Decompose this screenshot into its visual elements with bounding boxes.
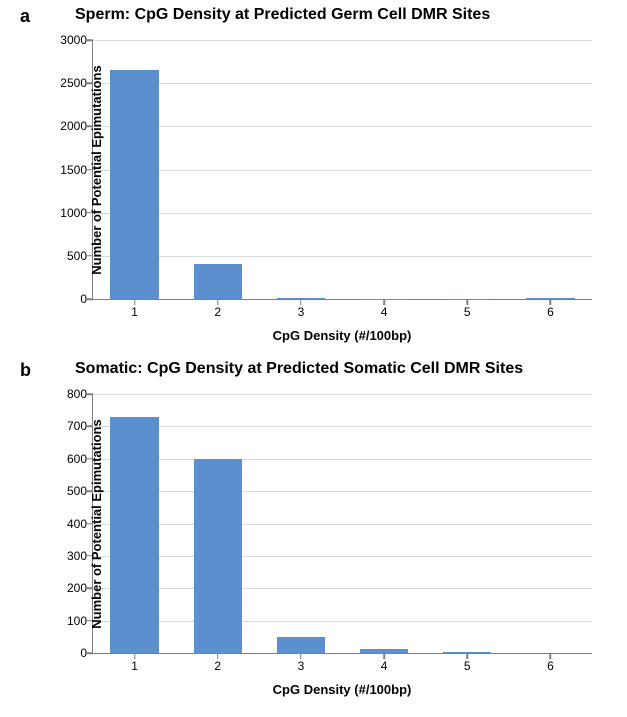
- ytick-label: 600: [67, 452, 87, 466]
- xtick-mark: [134, 653, 136, 659]
- ytick-label: 2000: [60, 119, 87, 133]
- xtick-label: 5: [464, 305, 471, 319]
- ytick-label: 3000: [60, 33, 87, 47]
- y-axis-label-a: Number of Potential Epimutations: [89, 65, 104, 274]
- bar: [277, 637, 325, 653]
- xtick-mark: [217, 653, 219, 659]
- y-axis-label-b: Number of Potential Epimutations: [89, 419, 104, 628]
- xtick-label: 1: [131, 659, 138, 673]
- xtick-label: 3: [298, 305, 305, 319]
- xtick-label: 3: [298, 659, 305, 673]
- xtick-mark: [467, 653, 469, 659]
- gridline: [93, 491, 592, 492]
- xtick-label: 4: [381, 659, 388, 673]
- gridline: [93, 588, 592, 589]
- x-axis-label-b: CpG Density (#/100bp): [273, 682, 412, 697]
- xtick-mark: [217, 299, 219, 305]
- bar: [110, 70, 158, 299]
- ytick-label: 800: [67, 387, 87, 401]
- gridline: [93, 170, 592, 171]
- xtick-mark: [383, 299, 385, 305]
- xtick-label: 5: [464, 659, 471, 673]
- xtick-mark: [134, 299, 136, 305]
- gridline: [93, 459, 592, 460]
- xtick-mark: [550, 299, 552, 305]
- xtick-mark: [300, 299, 302, 305]
- plot-area-b: 0100200300400500600700800123456: [92, 394, 592, 654]
- bar: [194, 459, 242, 653]
- gridline: [93, 426, 592, 427]
- ytick-label: 700: [67, 419, 87, 433]
- ytick-label: 400: [67, 517, 87, 531]
- xtick-mark: [300, 653, 302, 659]
- chart-a: 050010001500200025003000123456 Number of…: [92, 40, 592, 300]
- ytick-mark: [87, 652, 93, 654]
- panel-letter-b: b: [20, 360, 31, 381]
- gridline: [93, 621, 592, 622]
- gridline: [93, 256, 592, 257]
- ytick-label: 0: [80, 646, 87, 660]
- x-axis-label-a: CpG Density (#/100bp): [273, 328, 412, 343]
- xtick-mark: [550, 653, 552, 659]
- xtick-label: 2: [214, 659, 221, 673]
- ytick-label: 500: [67, 484, 87, 498]
- plot-area-a: 050010001500200025003000123456: [92, 40, 592, 300]
- ytick-label: 1500: [60, 163, 87, 177]
- xtick-label: 4: [381, 305, 388, 319]
- figure-root: a Sperm: CpG Density at Predicted Germ C…: [0, 0, 627, 717]
- gridline: [93, 126, 592, 127]
- xtick-label: 2: [214, 305, 221, 319]
- ytick-mark: [87, 39, 93, 41]
- ytick-label: 200: [67, 581, 87, 595]
- ytick-label: 500: [67, 249, 87, 263]
- ytick-label: 300: [67, 549, 87, 563]
- panel-b: b Somatic: CpG Density at Predicted Soma…: [20, 360, 610, 710]
- ytick-label: 100: [67, 614, 87, 628]
- gridline: [93, 394, 592, 395]
- gridline: [93, 213, 592, 214]
- ytick-label: 2500: [60, 76, 87, 90]
- panel-letter-a: a: [20, 6, 30, 27]
- gridline: [93, 40, 592, 41]
- ytick-mark: [87, 298, 93, 300]
- xtick-label: 6: [547, 659, 554, 673]
- gridline: [93, 83, 592, 84]
- xtick-label: 1: [131, 305, 138, 319]
- ytick-label: 1000: [60, 206, 87, 220]
- bar: [194, 264, 242, 299]
- gridline: [93, 524, 592, 525]
- ytick-mark: [87, 393, 93, 395]
- xtick-label: 6: [547, 305, 554, 319]
- panel-a: a Sperm: CpG Density at Predicted Germ C…: [20, 6, 610, 356]
- ytick-label: 0: [80, 292, 87, 306]
- panel-title-b: Somatic: CpG Density at Predicted Somati…: [75, 360, 523, 378]
- bar: [110, 417, 158, 653]
- panel-title-a: Sperm: CpG Density at Predicted Germ Cel…: [75, 6, 490, 24]
- chart-b: 0100200300400500600700800123456 Number o…: [92, 394, 592, 654]
- gridline: [93, 556, 592, 557]
- xtick-mark: [383, 653, 385, 659]
- xtick-mark: [467, 299, 469, 305]
